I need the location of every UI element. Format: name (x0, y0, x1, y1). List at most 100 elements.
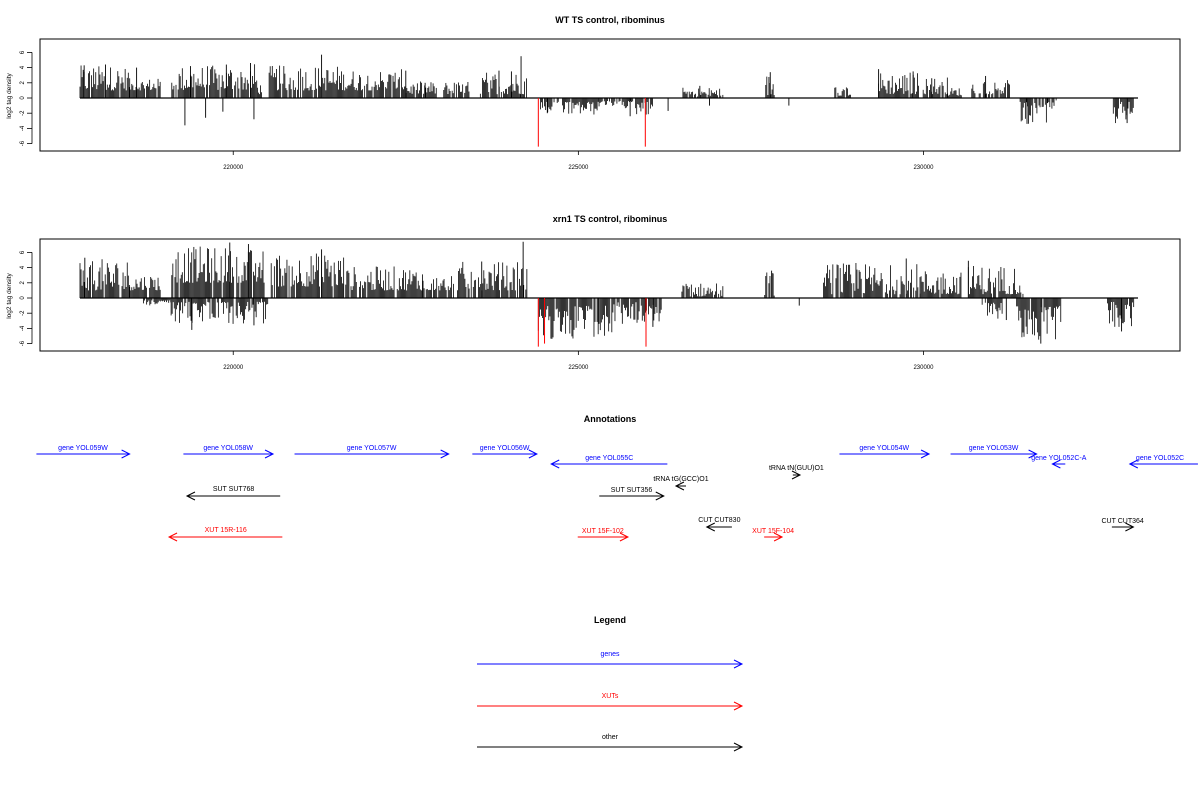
feature-label: gene YOL056W (480, 445, 530, 452)
legend-panel: Legend genes XUTs other (477, 615, 744, 752)
y-tick-label: 0 (20, 296, 26, 300)
feature-arrow (839, 449, 931, 459)
y-tick-label: 6 (20, 50, 26, 54)
x-tick-label: 230000 (913, 365, 934, 371)
y-tick-label: 6 (20, 250, 26, 254)
feature-label: gene YOL058W (203, 445, 253, 452)
arrow-head (528, 449, 538, 459)
arrow-head (264, 449, 275, 459)
y-tick-label: -6 (20, 140, 26, 146)
arrow-head (185, 491, 196, 501)
feature-arrow (550, 459, 668, 469)
feature-arrow (1111, 522, 1135, 532)
feature-label: tRNA tG(GCC)O1 (653, 476, 708, 483)
plot-frame (39, 38, 1181, 152)
arrow-head (733, 742, 744, 752)
x-tick-label: 230000 (913, 165, 934, 171)
feature-label: gene YOL053W (969, 445, 1019, 452)
plot-frame (39, 238, 1181, 352)
y-tick-label: 0 (20, 96, 26, 100)
y-axis-label: log2 tag density (6, 72, 13, 118)
feature-label: SUT SUT768 (213, 486, 255, 493)
annotations-title: Annotations (584, 414, 637, 424)
arrow-head (773, 532, 784, 542)
arrow-head (440, 449, 450, 459)
y-axis: -6 -4 -2 0 2 4 6 (20, 50, 33, 146)
feature-label: CUT CUT364 (1102, 518, 1144, 525)
feature-arrow (1051, 459, 1066, 469)
feature-label: gene YOL055C (585, 455, 633, 462)
feature-label: SUT SUT356 (611, 487, 653, 494)
legend-arrow-gene (477, 659, 744, 669)
coverage-bars (79, 241, 1138, 347)
arrow-head (167, 532, 178, 542)
x-tick-label: 220000 (223, 365, 244, 371)
legend-label-xut: XUTs (602, 693, 619, 700)
panel-title: WT TS control, ribominus (555, 15, 665, 25)
legend-title: Legend (594, 615, 626, 625)
y-tick-label: 2 (20, 80, 26, 84)
arrow-head (1051, 459, 1061, 469)
feature-arrow (674, 481, 686, 491)
feature-arrow (577, 532, 630, 542)
arrow-head (121, 449, 131, 459)
arrow-head (674, 481, 685, 491)
feature-arrow (950, 449, 1038, 459)
feature-arrow (705, 522, 732, 532)
feature-arrow (1128, 459, 1198, 469)
feature-label: gene YOL057W (347, 445, 397, 452)
y-tick-label: -2 (20, 110, 26, 116)
y-tick-label: 4 (20, 65, 26, 69)
y-tick-label: 4 (20, 265, 26, 269)
x-axis: 220000 225000 230000 (223, 151, 934, 171)
y-tick-label: -4 (20, 125, 26, 131)
arrow-head (705, 522, 716, 532)
feature-label: gene YOL054W (859, 445, 909, 452)
feature-arrow (791, 470, 802, 480)
feature-label: XUT 15F-104 (752, 528, 794, 535)
xrn1-coverage-panel: xrn1 TS control, ribominus log2 tag dens… (6, 214, 1181, 371)
y-tick-label: 2 (20, 280, 26, 284)
arrow-head (619, 532, 630, 542)
x-tick-label: 220000 (223, 165, 244, 171)
panel-title: xrn1 TS control, ribominus (553, 214, 668, 224)
feature-arrow (472, 449, 538, 459)
arrow-head (733, 701, 744, 711)
arrow-head (1028, 449, 1038, 459)
feature-label: gene YOL052C-A (1031, 455, 1086, 462)
y-axis-label: log2 tag density (6, 272, 13, 318)
arrow-head (1128, 459, 1139, 469)
feature-arrow (599, 491, 665, 501)
coverage-bars (79, 54, 1138, 147)
arrow-head (791, 470, 802, 480)
feature-label: CUT CUT830 (698, 517, 740, 524)
y-tick-label: -6 (20, 340, 26, 346)
y-tick-label: -4 (20, 325, 26, 331)
feature-label: XUT 15F-102 (582, 528, 624, 535)
feature-arrow (167, 532, 283, 542)
annotations-panel: Annotations gene YOL059W gene YOL058W gene… (36, 414, 1198, 542)
feature-arrow (764, 532, 784, 542)
feature-label: gene YOL052C (1136, 455, 1184, 462)
feature-arrow (183, 449, 275, 459)
feature-arrow (294, 449, 450, 459)
legend-arrow-xut (477, 701, 744, 711)
legend-arrow-other (477, 742, 744, 752)
feature-label: gene YOL059W (58, 445, 108, 452)
wt-coverage-panel: WT TS control, ribominus log2 tag densit… (6, 15, 1181, 171)
x-axis: 220000 225000 230000 (223, 351, 934, 371)
feature-arrow (36, 449, 131, 459)
x-tick-label: 225000 (568, 365, 589, 371)
arrow-head (550, 459, 560, 469)
arrow-head (655, 491, 665, 501)
arrow-head (733, 659, 744, 669)
feature-label: XUT 15R-116 (205, 527, 247, 534)
annotation-features: gene YOL059W gene YOL058W gene YOL057W gene… (36, 445, 1198, 542)
legend-items: genes XUTs other (477, 651, 744, 752)
legend-label-other: other (602, 734, 619, 741)
y-axis: -6 -4 -2 0 2 4 6 (20, 250, 33, 346)
x-tick-label: 225000 (568, 165, 589, 171)
arrow-head (920, 449, 931, 459)
feature-arrow (185, 491, 281, 501)
